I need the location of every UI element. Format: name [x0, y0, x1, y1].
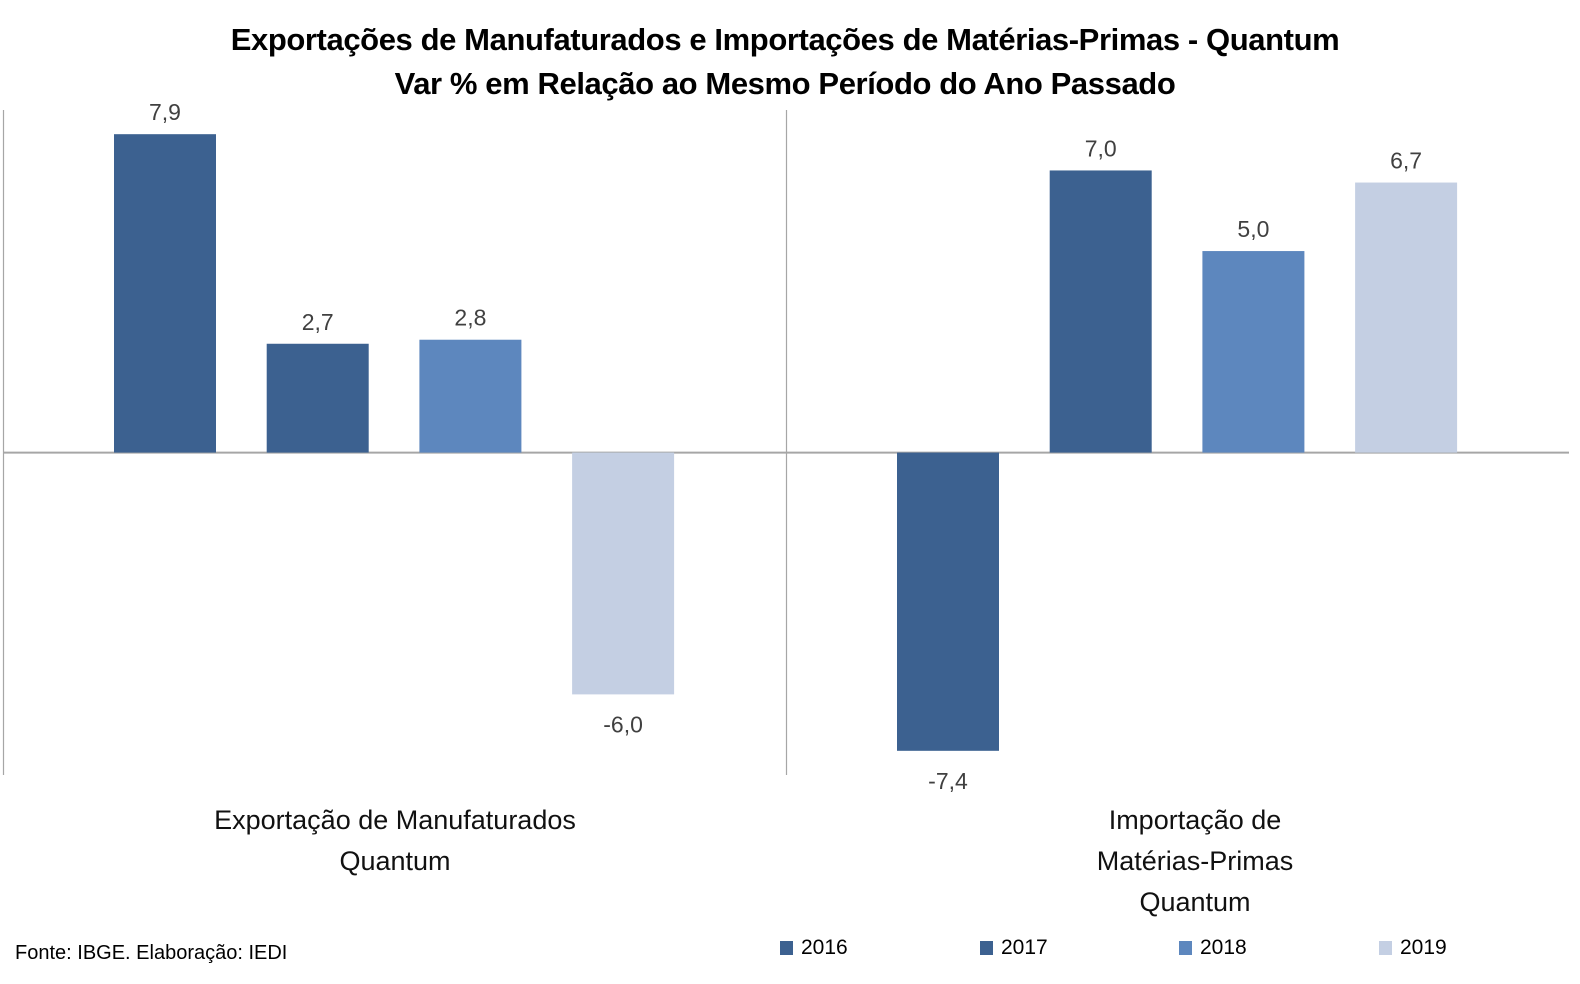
category-label-line: Importação de — [1108, 805, 1282, 835]
bar-2017-0 — [266, 343, 369, 453]
legend: 2016 2017 2018 2019 — [0, 936, 1580, 966]
bar-2018-0 — [419, 339, 522, 453]
data-label-2016-0: 7,9 — [149, 99, 181, 125]
legend-label: 2017 — [1001, 936, 1048, 959]
category-label-importacao: Importação de Matérias-Primas Quantum — [960, 800, 1430, 923]
data-label-2017-1: 7,0 — [1085, 135, 1117, 161]
category-label-line: Quantum — [1139, 887, 1251, 917]
bar-2016-1 — [897, 452, 999, 751]
data-label-2018-1: 5,0 — [1237, 216, 1269, 242]
legend-swatch-icon — [780, 941, 793, 955]
legend-swatch-icon — [1379, 941, 1392, 955]
data-label-2018-0: 2,8 — [454, 305, 486, 331]
legend-label: 2016 — [801, 936, 848, 959]
bar-2017-1 — [1049, 170, 1152, 453]
legend-label: 2019 — [1400, 936, 1447, 959]
legend-swatch-icon — [980, 941, 993, 955]
bar-2019-1 — [1355, 182, 1458, 453]
chart-subtitle: Var % em Relação ao Mesmo Período do Ano… — [394, 66, 1176, 101]
legend-item-2016: 2016 — [780, 936, 848, 960]
legend-item-2019: 2019 — [1379, 936, 1447, 960]
bar-2016-0 — [114, 134, 216, 453]
legend-swatch-icon — [1179, 941, 1192, 955]
data-labels: 7,9 2,7 2,8 -6,0 -7,4 7,0 5,0 6,7 — [149, 99, 1422, 794]
data-label-2019-0: -6,0 — [603, 711, 643, 737]
data-label-2019-1: 6,7 — [1390, 148, 1422, 174]
axes — [2, 110, 1569, 775]
legend-item-2018: 2018 — [1179, 936, 1247, 960]
chart-title: Exportações de Manufaturados e Importaçõ… — [230, 22, 1340, 57]
category-label-line: Exportação de Manufaturados — [214, 805, 576, 835]
data-label-2017-0: 2,7 — [302, 309, 334, 335]
bar-2019-0 — [572, 452, 675, 695]
category-label-line: Matérias-Primas — [1096, 846, 1294, 876]
category-label-line: Quantum — [339, 846, 451, 876]
data-label-2016-1: -7,4 — [928, 768, 968, 794]
source-note: Fonte: IBGE. Elaboração: IEDI — [15, 942, 288, 964]
bars — [114, 134, 1458, 751]
category-label-exportacao: Exportação de Manufaturados Quantum — [160, 800, 630, 882]
legend-label: 2018 — [1200, 936, 1247, 959]
legend-item-2017: 2017 — [980, 936, 1048, 960]
bar-2018-1 — [1202, 251, 1305, 453]
